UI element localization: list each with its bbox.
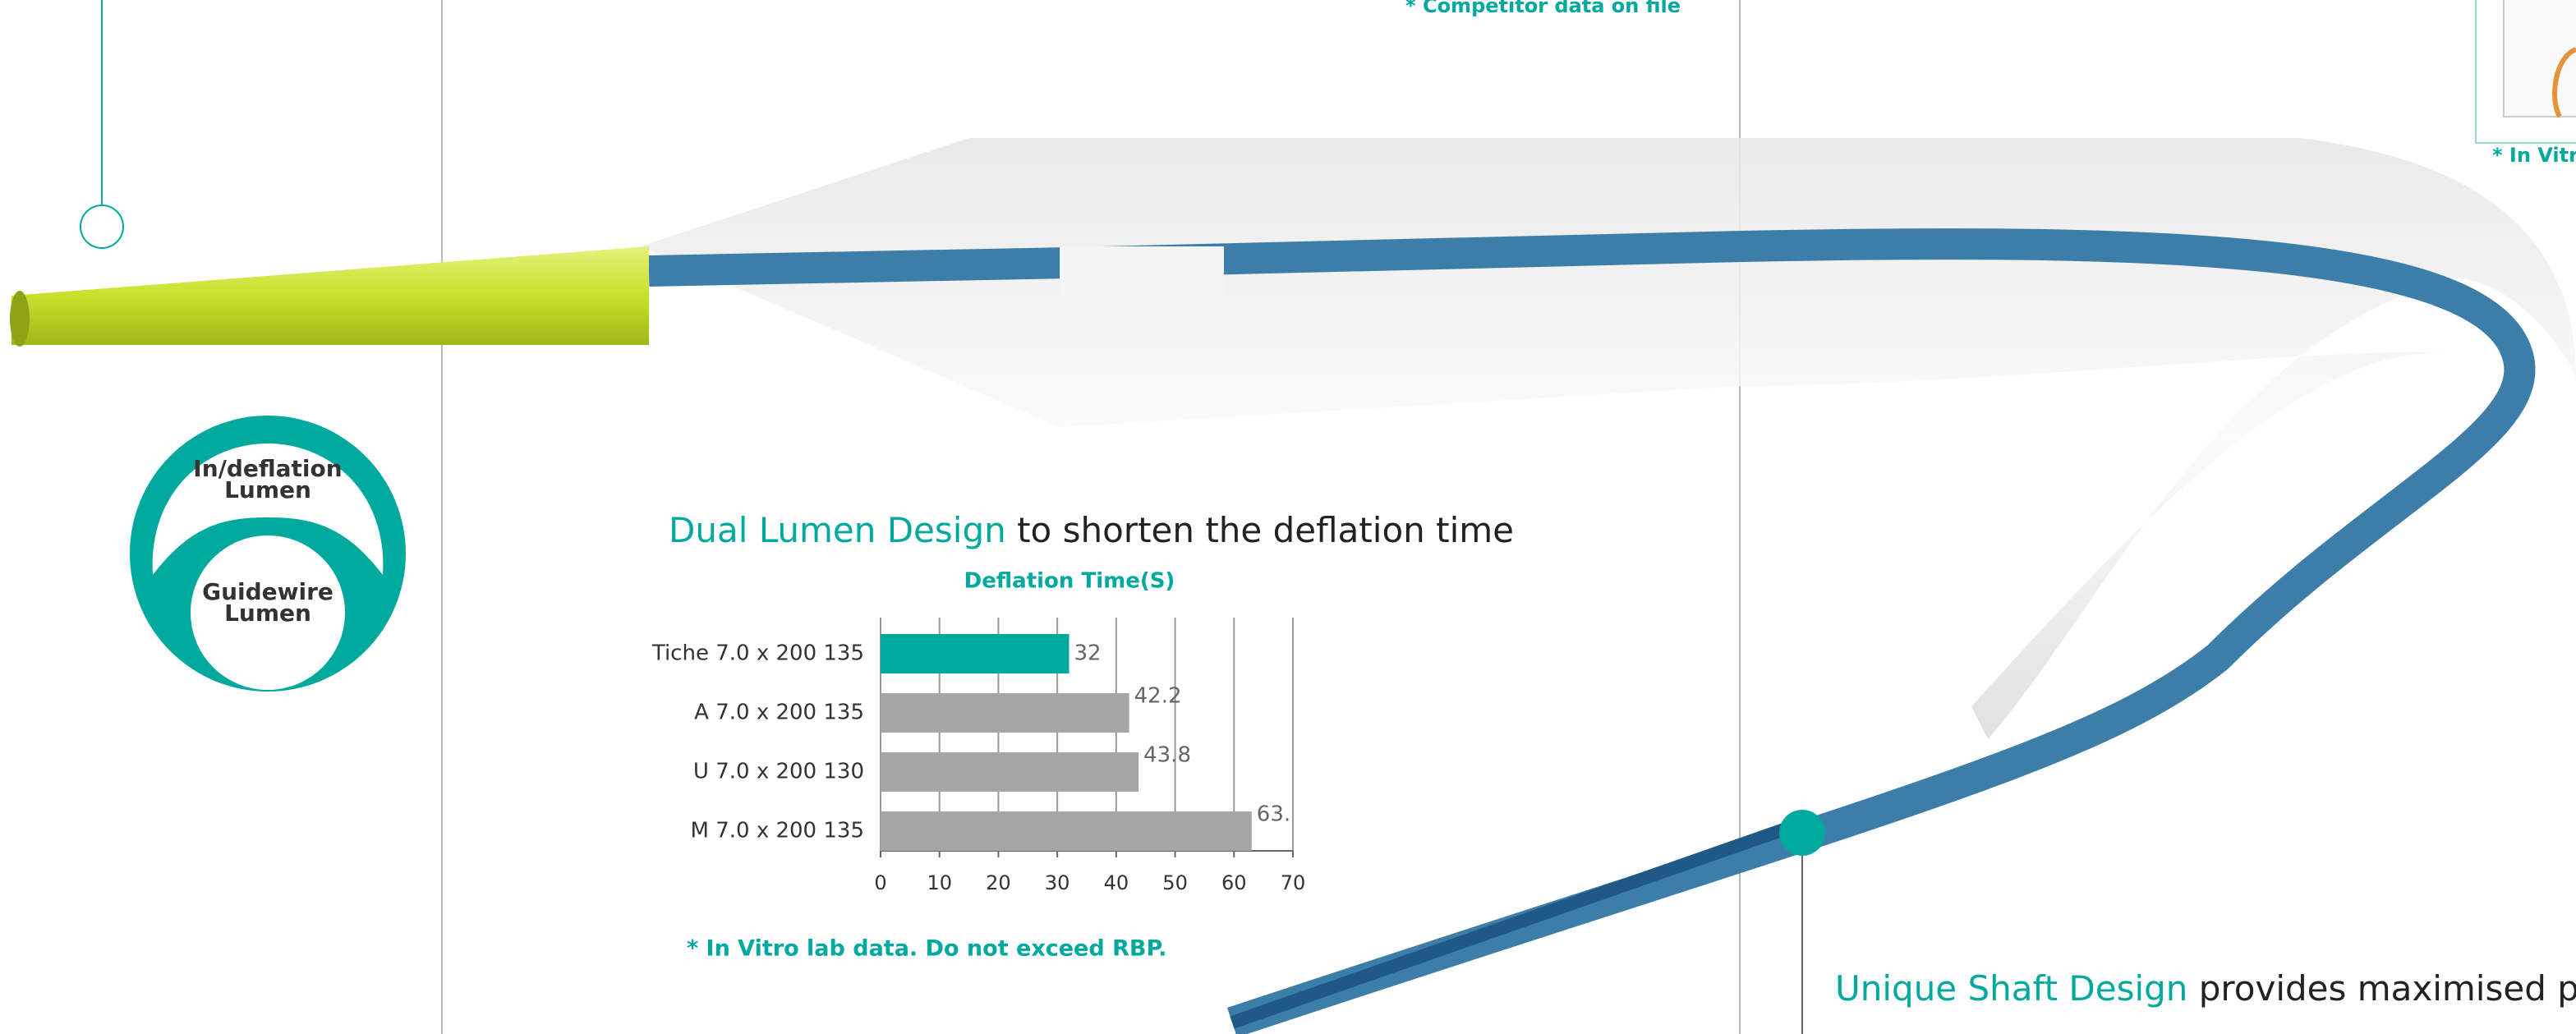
- dual-lumen-heading: Dual Lumen Design to shorten the deflati…: [669, 510, 1514, 550]
- heading-highlight: Unique Shaft Design: [1835, 968, 2187, 1009]
- chart-title: Deflation Time(S): [964, 569, 1175, 594]
- x-tick-label: 40: [1104, 871, 1129, 894]
- x-tick-label: 10: [927, 871, 952, 894]
- catheter-tip: [12, 246, 649, 345]
- heading-highlight: Dual Lumen Design: [669, 510, 1006, 550]
- category-label: U 7.0 x 200 130: [693, 760, 864, 784]
- shaft-distal: [1232, 821, 1807, 1023]
- heading-text: provides maximised pus: [2187, 968, 2576, 1009]
- x-tick-label: 20: [986, 871, 1011, 894]
- bar: [881, 811, 1252, 851]
- category-label: M 7.0 x 200 135: [691, 819, 864, 843]
- x-tick-label: 70: [1281, 871, 1306, 894]
- label-line: Lumen: [224, 476, 311, 503]
- x-tick-label: 30: [1045, 871, 1070, 894]
- heading-text: to shorten the deflation time: [1006, 510, 1514, 550]
- label-line: Lumen: [224, 600, 311, 627]
- x-tick-label: 60: [1221, 871, 1247, 894]
- bar: [881, 752, 1138, 792]
- bar: [881, 634, 1069, 673]
- marker-circle: [80, 205, 123, 248]
- page: In/deflationLumen GuidewireLumen * Compe…: [0, 0, 2576, 1034]
- value-label: 42.2: [1134, 684, 1182, 709]
- top-right-note: * In Vitr: [2492, 144, 2576, 167]
- x-tick-label: 50: [1162, 871, 1188, 894]
- value-label: 32: [1074, 641, 1101, 666]
- tip-end: [10, 291, 30, 347]
- category-label: A 7.0 x 200 135: [694, 701, 864, 725]
- value-label: 43.8: [1143, 743, 1191, 768]
- category-label: Tiche 7.0 x 200 135: [651, 641, 864, 666]
- bar: [881, 693, 1129, 733]
- shaft-marker: [1779, 810, 1825, 856]
- value-label: 63.: [1257, 802, 1290, 827]
- competitor-note: * Competitor data on file: [1405, 0, 1681, 17]
- x-tick-label: 0: [874, 871, 886, 894]
- shaft-heading: Unique Shaft Design provides maximised p…: [1835, 968, 2576, 1009]
- chart-footnote: * In Vitro lab data. Do not exceed RBP.: [687, 936, 1167, 962]
